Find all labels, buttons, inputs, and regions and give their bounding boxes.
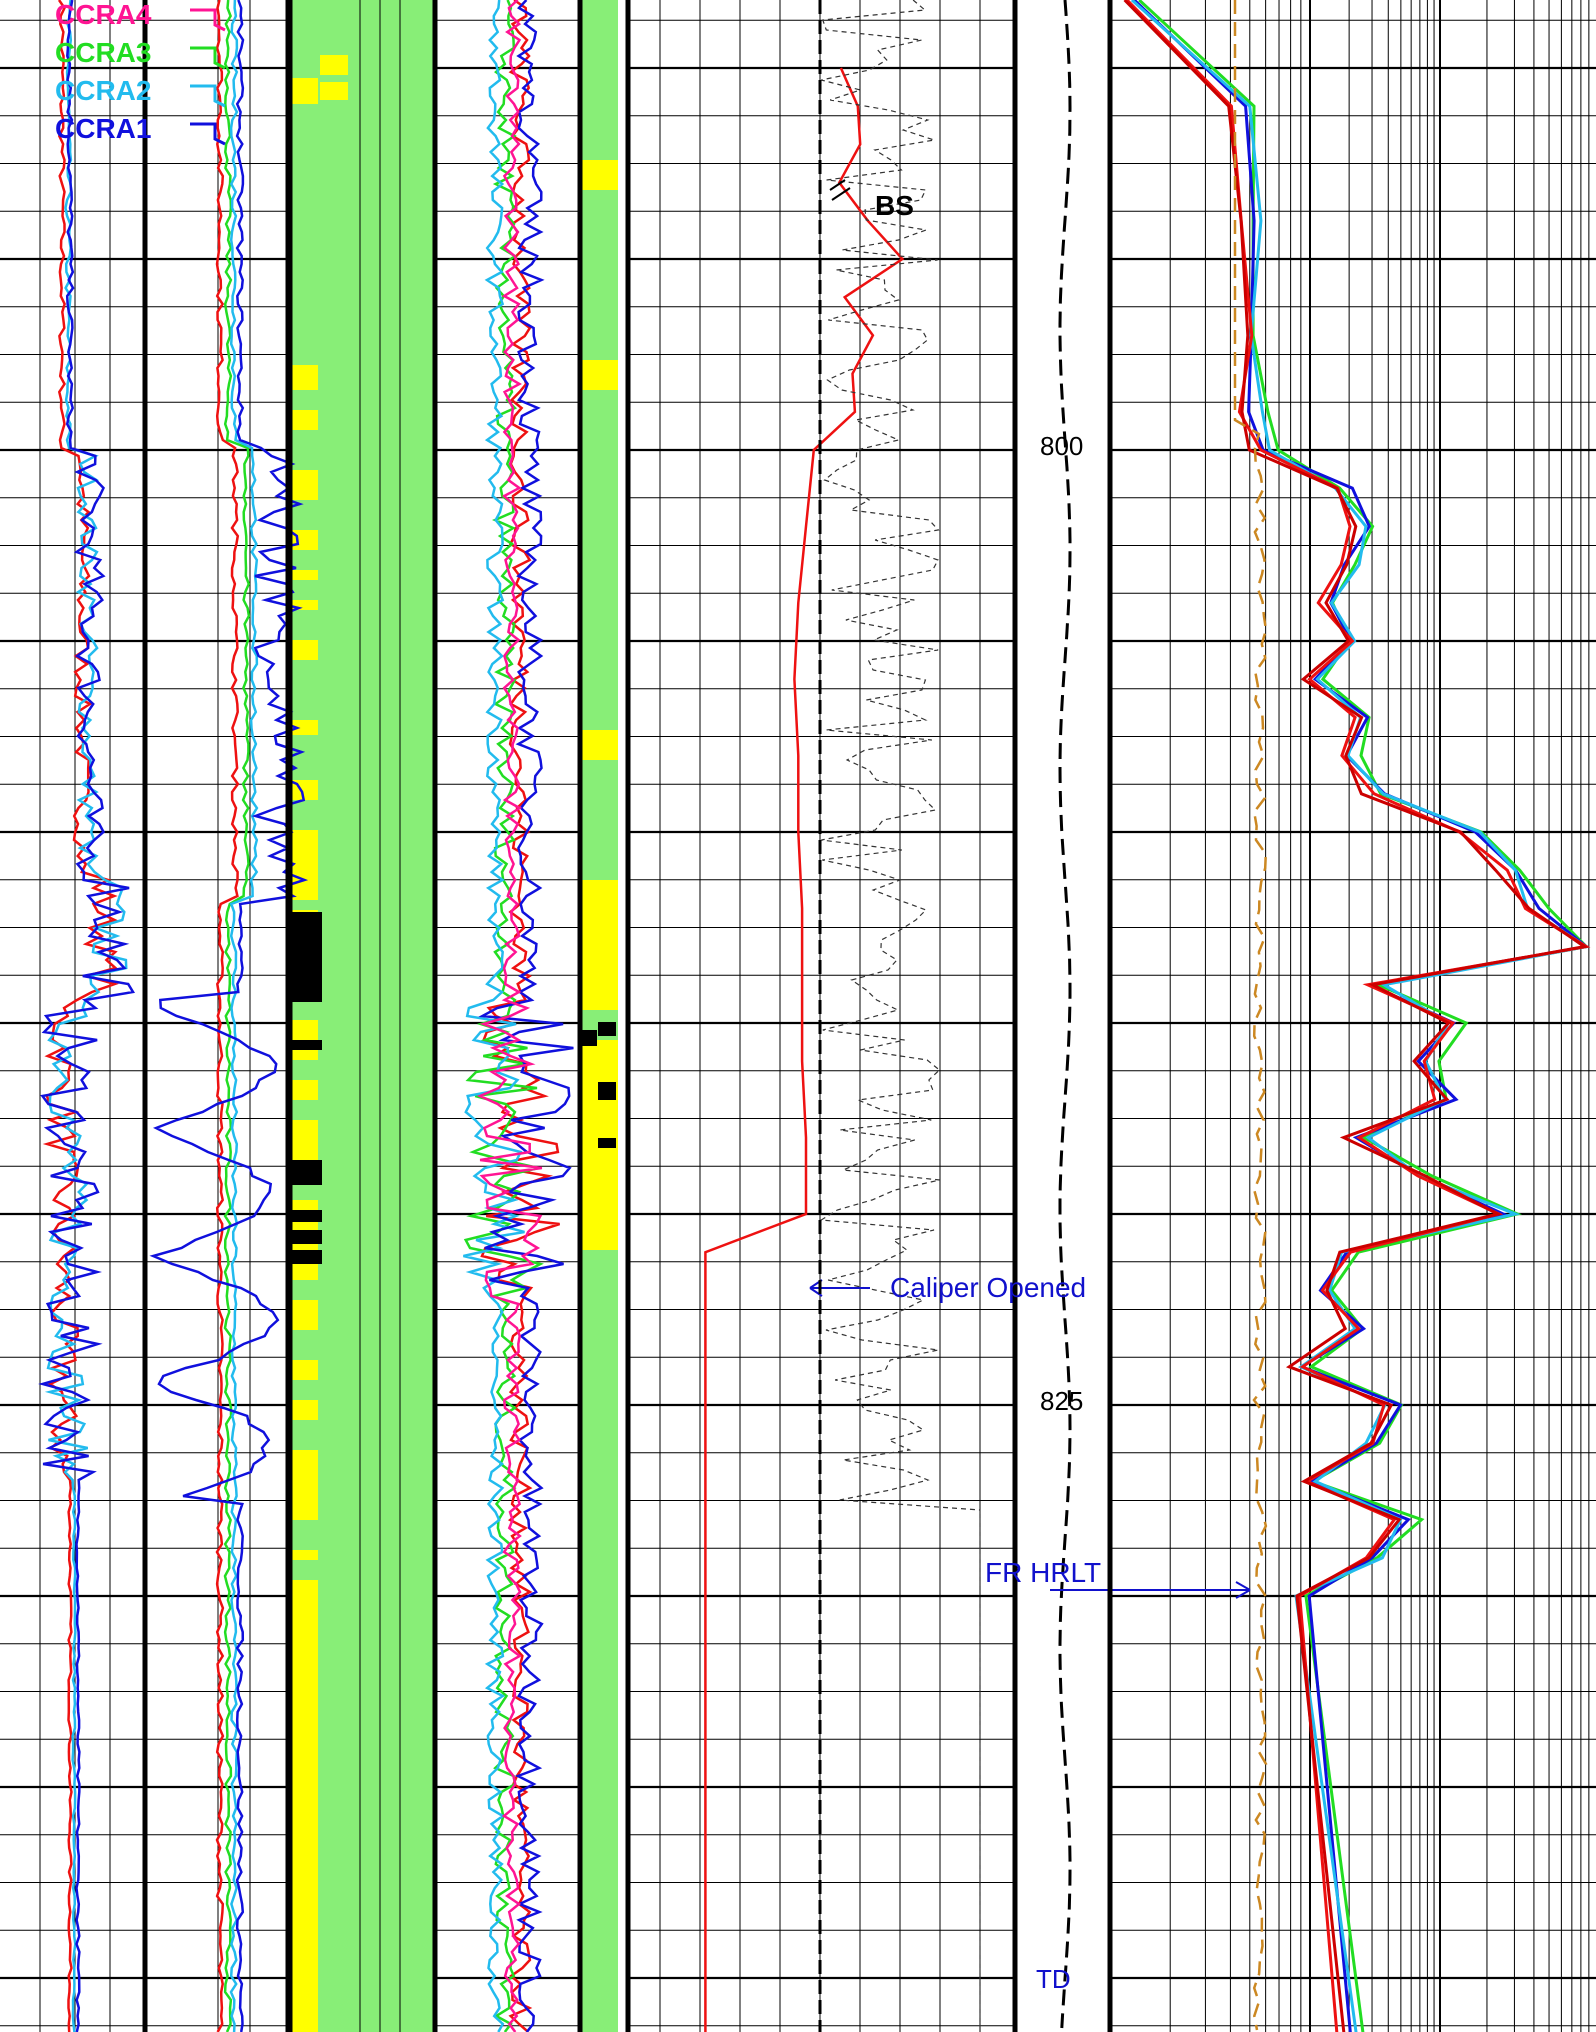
depth-label-800: 800	[1040, 431, 1083, 461]
track3-band-a-yellow	[290, 78, 318, 104]
track3-small-yellow	[320, 82, 348, 100]
fr-hrlt-arrow	[1050, 1581, 1251, 1599]
black-block	[292, 1040, 322, 1050]
track3-band-a-yellow	[290, 1300, 318, 1330]
res-blue-curve	[149, 0, 309, 2032]
res-green-curve	[223, 0, 251, 2032]
black-block	[582, 1030, 597, 1046]
track3-band-a-yellow	[290, 830, 318, 900]
track3-band-a-yellow	[290, 1080, 318, 1100]
legend-arrow-3	[190, 122, 226, 146]
track3-band-a-yellow	[290, 1400, 318, 1420]
fr-hrlt-label: FR HRLT	[985, 1557, 1101, 1588]
labels: 800 825 CCRA4 CCRA3 CCRA2 CCRA1 BS Calip…	[55, 0, 1101, 1994]
track3-band-a-yellow	[290, 410, 318, 430]
ccra1-track1-curve	[38, 0, 136, 2032]
legend-ccra2: CCRA2	[55, 75, 151, 106]
black-block	[598, 1138, 616, 1148]
track4-cyan-curve	[463, 0, 525, 2032]
log-curves	[38, 0, 1591, 2032]
res-cyan-curve	[229, 0, 259, 2032]
ccra2-track1-curve	[44, 0, 128, 2032]
track3-small-yellow	[320, 55, 348, 75]
track3-band-a-yellow	[290, 640, 318, 660]
induction-blue-curve	[1133, 0, 1590, 2032]
depth-label-825: 825	[1040, 1386, 1083, 1416]
black-block	[598, 1082, 616, 1100]
track3-band-a-yellow	[290, 470, 318, 500]
legend-arrow-1	[190, 46, 226, 70]
induction-red-curve	[1125, 0, 1591, 2032]
legend-ccra4: CCRA4	[55, 0, 152, 30]
black-block	[292, 912, 322, 1002]
gamma-dashed-curve	[819, 0, 981, 2030]
track-backgrounds	[290, 0, 618, 2032]
legend-arrow-0	[190, 8, 226, 32]
bs-arrow	[829, 179, 851, 201]
track4-magenta-curve	[476, 0, 543, 2032]
bs-label: BS	[875, 190, 914, 221]
track3-band-a-yellow	[290, 1550, 318, 1560]
track3-band-a-yellow	[290, 600, 318, 610]
track5-band-yellow	[580, 730, 618, 760]
track4-blue-curve	[478, 0, 574, 2032]
legend-ccra1: CCRA1	[55, 113, 151, 144]
black-block	[598, 1022, 616, 1036]
track5-band-yellow	[580, 880, 618, 1010]
black-block	[292, 1250, 322, 1264]
track5-band-yellow	[580, 160, 618, 190]
track5-band-yellow	[580, 360, 618, 390]
caliper-opened-label: Caliper Opened	[890, 1272, 1086, 1303]
track3-band-a-yellow	[290, 1450, 318, 1520]
induction-darkred-curve	[1123, 0, 1589, 2032]
res-red-curve	[215, 0, 240, 2032]
track3-band-a-yellow	[290, 1580, 318, 2032]
track3-band-a-yellow	[290, 570, 318, 580]
legend-ccra3: CCRA3	[55, 37, 151, 68]
track3-band-b	[318, 0, 435, 2032]
orange-dashed-curve	[1233, 0, 1268, 2031]
track3-band-a-yellow	[290, 365, 318, 390]
legend-arrow-2	[190, 84, 226, 108]
black-block	[292, 1230, 322, 1244]
induction-cyan-curve	[1130, 0, 1591, 2032]
caliper-curve	[704, 67, 905, 2032]
black-block	[292, 1160, 322, 1185]
ccra4-track1-curve	[42, 0, 119, 2032]
track-borders	[142, 0, 1113, 2032]
induction-green-curve	[1138, 0, 1590, 2032]
track5-band-green	[580, 0, 618, 2032]
depth-track-line	[1058, 0, 1072, 2029]
black-block	[292, 1210, 322, 1222]
track3-band-a-yellow	[290, 1360, 318, 1380]
track3-band-a-yellow	[290, 720, 318, 735]
td-label: TD	[1036, 1964, 1071, 1994]
